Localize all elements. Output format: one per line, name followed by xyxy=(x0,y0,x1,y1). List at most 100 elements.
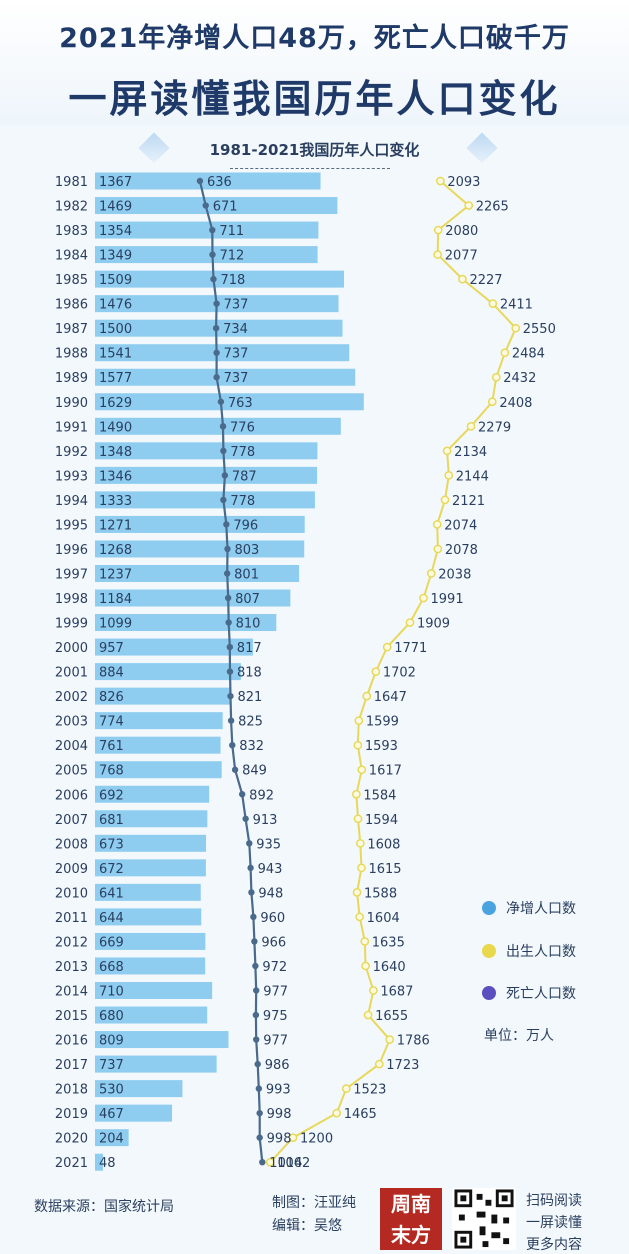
bar-net-2015 xyxy=(95,1006,208,1024)
net-value-label-1995: 1271 xyxy=(99,518,132,533)
bar-net-1994 xyxy=(95,491,315,509)
births-value-label-1984: 2077 xyxy=(445,249,478,264)
bar-net-2017 xyxy=(95,1055,217,1073)
qr-code[interactable] xyxy=(452,1188,516,1250)
point-births-1997 xyxy=(426,569,436,578)
point-deaths-1994 xyxy=(220,496,227,504)
births-value-label-1995: 2074 xyxy=(444,518,477,533)
deaths-value-label-2015: 975 xyxy=(263,1009,288,1024)
point-births-1987 xyxy=(511,323,521,333)
deaths-value-label-2008: 935 xyxy=(256,837,281,852)
year-label-2006: 2006 xyxy=(55,788,88,803)
year-label-1989: 1989 xyxy=(55,371,88,386)
point-deaths-1989 xyxy=(213,374,220,381)
net-value-label-2019: 467 xyxy=(99,1107,124,1122)
point-births-2006 xyxy=(352,789,361,799)
net-value-label-1987: 1500 xyxy=(99,322,132,337)
year-label-2019: 2019 xyxy=(55,1107,88,1122)
bar-net-1991 xyxy=(95,417,341,435)
page-title: 2021年净增人口48万，死亡人口破千万 xyxy=(59,23,570,54)
bar-net-2020 xyxy=(95,1129,129,1147)
year-label-1993: 1993 xyxy=(55,469,88,484)
publisher-logo: 周南 末方 xyxy=(380,1188,442,1250)
deaths-value-label-1982: 671 xyxy=(213,200,238,215)
net-value-label-2015: 680 xyxy=(99,1009,124,1024)
point-births-2012 xyxy=(360,937,370,946)
deaths-value-label-2020: 998 xyxy=(267,1132,292,1147)
point-deaths-1992 xyxy=(220,447,227,455)
bar-net-2008 xyxy=(95,834,207,852)
births-value-label-2002: 1647 xyxy=(374,690,407,705)
year-label-2000: 2000 xyxy=(55,641,88,656)
bar-net-2001 xyxy=(95,663,241,681)
point-deaths-1981 xyxy=(196,177,204,185)
deaths-value-label-1983: 711 xyxy=(219,224,244,239)
bar-net-1984 xyxy=(95,246,318,264)
year-label-1983: 1983 xyxy=(55,224,88,239)
births-value-label-1996: 2078 xyxy=(445,543,478,558)
deaths-value-label-2016: 977 xyxy=(263,1034,288,1049)
net-value-label-2013: 668 xyxy=(99,960,124,975)
bar-net-1992 xyxy=(95,442,318,460)
point-deaths-2021 xyxy=(259,1159,266,1166)
deaths-value-label-1984: 712 xyxy=(219,249,244,264)
births-value-label-2018: 1523 xyxy=(353,1083,386,1098)
point-deaths-2017 xyxy=(254,1060,261,1068)
deaths-value-label-1987: 734 xyxy=(223,322,248,337)
births-value-label-2005: 1617 xyxy=(369,764,402,779)
point-deaths-2006 xyxy=(238,791,246,798)
births-value-label-1997: 2038 xyxy=(438,567,471,582)
births-value-label-1983: 2080 xyxy=(445,224,478,239)
chart-title-bar: 1981-2021我国历年人口变化 xyxy=(0,132,629,164)
year-label-2007: 2007 xyxy=(55,813,88,828)
point-births-2003 xyxy=(354,716,364,726)
point-deaths-1983 xyxy=(209,226,216,234)
page-subtitle: 一屏读懂我国历年人口变化 xyxy=(68,77,561,121)
point-deaths-1997 xyxy=(223,570,231,577)
births-value-label-1988: 2484 xyxy=(512,347,545,362)
net-value-label-1982: 1469 xyxy=(99,200,132,215)
net-value-label-1996: 1268 xyxy=(99,543,132,558)
births-value-label-2011: 1604 xyxy=(367,911,400,926)
logo-line-1: 周南 xyxy=(391,1191,431,1216)
legend-swatch-net xyxy=(482,901,496,915)
point-deaths-1998 xyxy=(224,594,232,602)
point-deaths-2015 xyxy=(252,1011,260,1019)
bar-net-2005 xyxy=(95,761,222,779)
point-deaths-2016 xyxy=(253,1036,260,1043)
year-label-2016: 2016 xyxy=(55,1034,88,1049)
births-value-label-1982: 2265 xyxy=(476,200,509,215)
legend-label-births: 出生人口数 xyxy=(506,944,576,960)
net-value-label-2011: 644 xyxy=(99,911,124,926)
point-births-2018 xyxy=(341,1084,351,1093)
bar-net-2000 xyxy=(95,638,253,656)
year-label-2012: 2012 xyxy=(55,935,88,950)
deaths-value-label-2009: 943 xyxy=(258,862,283,877)
deaths-value-label-2021: 1014 xyxy=(269,1156,302,1171)
net-value-label-2009: 672 xyxy=(99,862,124,877)
year-label-1986: 1986 xyxy=(55,298,88,313)
births-value-label-1999: 1909 xyxy=(417,617,450,632)
population-chart: 1981 1367 1982 1469 1983 1354 1984 1349 1985 1509… xyxy=(55,172,556,1171)
deaths-value-label-1995: 796 xyxy=(233,518,258,533)
births-value-label-1981: 2093 xyxy=(447,175,480,190)
point-births-2020 xyxy=(288,1133,298,1143)
net-value-label-1989: 1577 xyxy=(99,371,132,386)
births-value-label-1998: 1991 xyxy=(431,592,464,607)
year-label-1994: 1994 xyxy=(55,494,88,509)
legend-label-deaths: 死亡人口数 xyxy=(506,986,576,1002)
net-value-label-2008: 673 xyxy=(99,837,124,852)
year-label-1988: 1988 xyxy=(55,347,88,362)
net-value-label-1998: 1184 xyxy=(99,592,132,607)
point-births-2016 xyxy=(385,1035,395,1044)
births-value-label-1986: 2411 xyxy=(500,298,533,313)
point-births-2014 xyxy=(369,986,378,995)
point-births-1995 xyxy=(432,520,442,529)
bar-net-2011 xyxy=(95,908,202,926)
net-value-label-2000: 957 xyxy=(99,641,124,656)
deaths-value-label-1996: 803 xyxy=(234,543,259,558)
net-value-label-2005: 768 xyxy=(99,764,124,779)
qr-caption-3: 更多内容 xyxy=(526,1237,582,1253)
births-value-label-2012: 1635 xyxy=(372,935,405,950)
year-label-1987: 1987 xyxy=(55,322,88,337)
